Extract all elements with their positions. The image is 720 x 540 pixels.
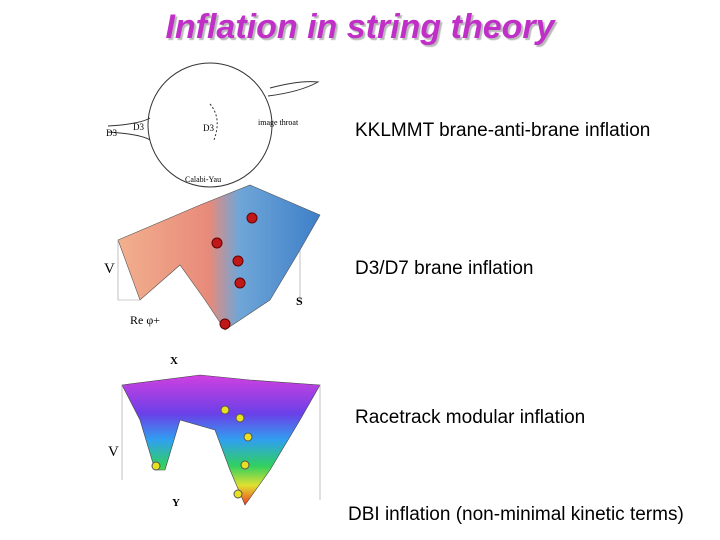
- axis-label: Y: [172, 497, 180, 509]
- title: Inflation in string theory: [165, 8, 555, 46]
- figure-label: Calabi-Yau: [185, 175, 221, 184]
- axis-label: S: [296, 294, 303, 308]
- racetrack-surface: [121, 374, 321, 506]
- item-label: D3/D7 brane inflation: [355, 258, 534, 279]
- axis-label: Re φ+: [130, 313, 160, 327]
- axis-label: V: [108, 444, 119, 460]
- axis-label: V: [104, 261, 115, 277]
- item-label: Racetrack modular inflation: [355, 407, 586, 428]
- item-label: KKLMMT brane-anti-brane inflation: [355, 120, 651, 141]
- d3d7-surface: [117, 184, 321, 331]
- item-label: DBI inflation (non-minimal kinetic terms…: [348, 504, 684, 525]
- figure-label: D3: [203, 123, 214, 133]
- figure-label: D3: [133, 122, 144, 132]
- figure-label: image throat: [258, 118, 299, 127]
- figure-label: D3: [106, 128, 117, 138]
- calabi-yau-diagram: [107, 62, 320, 188]
- axis-label: X: [170, 355, 178, 367]
